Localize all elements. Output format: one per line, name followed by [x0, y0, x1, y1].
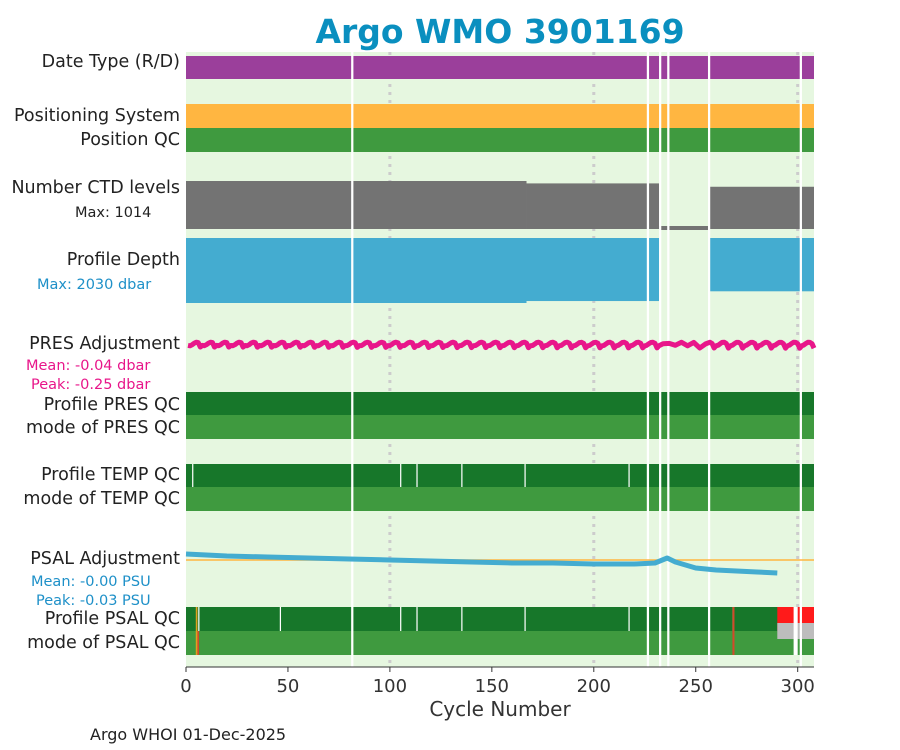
psal-qc-flag [416, 607, 418, 631]
label-mode-pres-qc: mode of PRES QC [25, 418, 180, 438]
label-psal-adjustment: PSAL Adjustment [30, 549, 180, 569]
missing-cycle-gap [707, 52, 711, 667]
bar-profile-depth [710, 238, 814, 292]
band-mode-temp-qc [186, 487, 814, 511]
x-tick-label: 50 [276, 676, 299, 697]
label-psal-mean: Mean: -0.00 PSU [31, 574, 151, 590]
temp-qc-flag [461, 464, 463, 487]
label-profile-psal-qc: Profile PSAL QC [44, 609, 180, 629]
psal-qc-gap [793, 607, 798, 655]
label-profile-temp-qc: Profile TEMP QC [41, 465, 180, 485]
bar-ctd-levels [710, 186, 814, 229]
label-psal-peak: Peak: -0.03 PSU [36, 593, 151, 609]
missing-cycle-gap [799, 52, 802, 667]
label-date-type: Date Type (R/D) [41, 52, 180, 72]
psal-qc-flag [279, 607, 282, 631]
psal-qc-flag-red [197, 631, 200, 655]
x-axis-label: Cycle Number [429, 697, 571, 721]
bar-ctd-levels [659, 226, 711, 230]
band-positioning-system [186, 104, 814, 128]
footer-credit: Argo WHOI 01-Dec-2025 [90, 725, 287, 744]
psal-qc-flag [524, 607, 526, 631]
chart-title: Argo WMO 3901169 [315, 12, 685, 51]
label-pres-peak: Peak: -0.25 dbar [31, 377, 151, 393]
line-psal-adjustment [185, 551, 778, 576]
x-tick-label: 200 [577, 676, 611, 697]
label-depth-max: Max: 2030 dbar [37, 277, 152, 293]
temp-qc-flag [628, 464, 630, 487]
x-tick-label: 150 [475, 676, 509, 697]
label-pres-adjustment: PRES Adjustment [29, 334, 180, 354]
temp-qc-flag [400, 464, 402, 487]
band-mode-psal-qc [186, 631, 814, 655]
label-position-qc: Position QC [80, 130, 180, 150]
x-tick-label: 100 [373, 676, 407, 697]
missing-cycle-gap [646, 52, 650, 667]
label-profile-depth: Profile Depth [66, 250, 180, 270]
psal-qc-flag [461, 607, 463, 631]
temp-qc-flag [524, 464, 526, 487]
label-pres-mean: Mean: -0.04 dbar [26, 358, 151, 374]
x-tick-label: 0 [180, 676, 191, 697]
line-pres-adjustment [187, 339, 817, 351]
x-tick-label: 250 [679, 676, 713, 697]
psal-qc-flag [628, 607, 630, 631]
band-position-qc [186, 128, 814, 152]
bar-profile-depth [186, 238, 527, 303]
missing-cycle-gap [667, 52, 670, 667]
label-positioning-system: Positioning System [13, 106, 180, 126]
psal-qc-flag-red [732, 607, 735, 655]
bar-ctd-levels [526, 183, 660, 229]
bar-profile-depth [526, 238, 660, 302]
band-profile-pres-qc [186, 392, 814, 415]
bar-ctd-levels [186, 181, 527, 229]
band-mode-pres-qc [186, 415, 814, 439]
label-ctd-max: Max: 1014 [75, 205, 152, 221]
temp-qc-flag [416, 464, 418, 487]
missing-cycle-gap [659, 52, 662, 667]
missing-cycle-gap [351, 52, 354, 667]
label-mode-psal-qc: mode of PSAL QC [27, 633, 180, 653]
band-profile-temp-qc [186, 464, 814, 487]
psal-qc-flag-orange [195, 607, 198, 655]
label-profile-pres-qc: Profile PRES QC [43, 395, 180, 415]
label-mode-temp-qc: mode of TEMP QC [23, 489, 180, 509]
band-date-type [186, 56, 814, 79]
label-ctd-levels: Number CTD levels [11, 178, 180, 198]
psal-qc-flag [198, 607, 200, 631]
psal-qc-flag [400, 607, 402, 631]
temp-qc-flag [192, 464, 194, 487]
x-tick-label: 300 [781, 676, 815, 697]
